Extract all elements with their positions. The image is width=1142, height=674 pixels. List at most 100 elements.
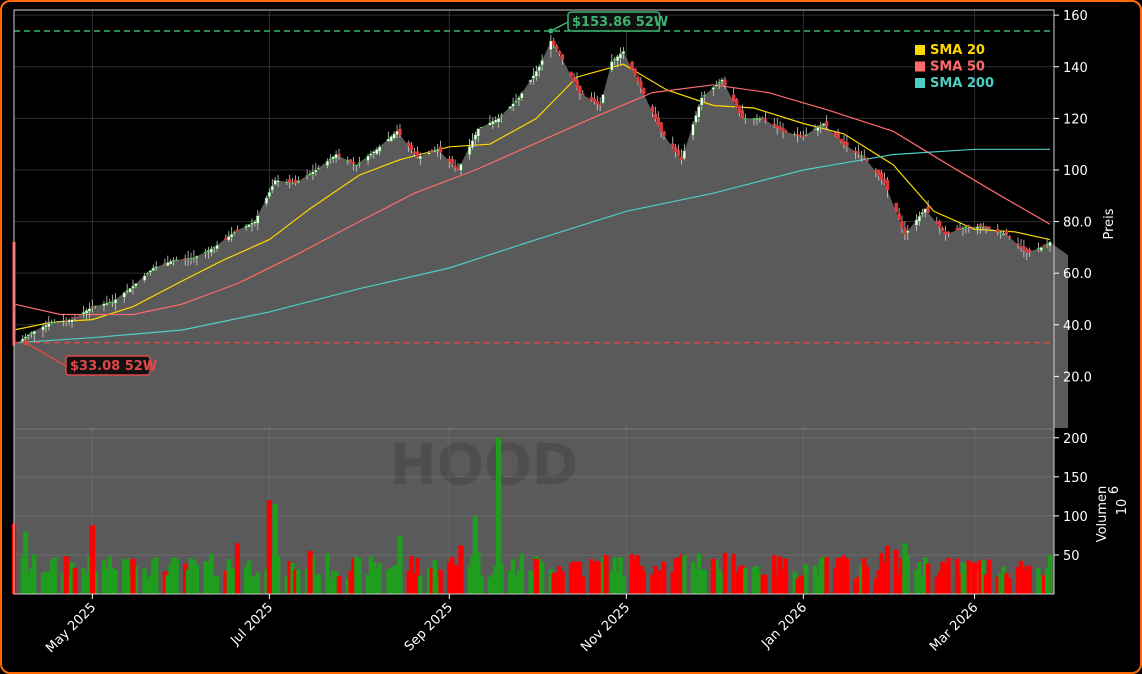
volume-bar (557, 566, 562, 594)
volume-bar (554, 572, 559, 594)
candle-body (865, 158, 869, 162)
volume-bar (328, 578, 333, 594)
volume-bar (801, 575, 806, 594)
candle-body (314, 169, 318, 173)
candle-body (935, 221, 939, 224)
annotation-arrow (550, 21, 569, 32)
volume-bar (743, 567, 748, 594)
candle-body (514, 100, 518, 102)
volume-bar (348, 570, 353, 594)
volume-bar (438, 569, 443, 594)
volume-bar (568, 563, 574, 594)
candle-body (618, 53, 623, 59)
volume-bar (1021, 570, 1027, 594)
candle-body (192, 257, 196, 260)
candle-body (293, 179, 298, 184)
volume-bar (899, 558, 905, 594)
volume-bar (763, 575, 768, 594)
candle-body (676, 149, 681, 156)
volume-bar (792, 571, 797, 594)
volume-bar (1041, 574, 1047, 594)
volume-bar (214, 576, 220, 594)
candle-body (578, 86, 582, 93)
candle-body (273, 179, 277, 185)
volume-bar (429, 568, 435, 594)
candle-body (763, 119, 768, 121)
volume-axis-exponent: 10 (1115, 499, 1130, 516)
volume-bar (670, 572, 675, 594)
candle-body (102, 303, 106, 307)
volume-bar (676, 557, 681, 594)
volume-bar (151, 559, 156, 594)
volume-bar (168, 563, 173, 594)
candle-body (772, 123, 777, 127)
volume-bar (287, 561, 292, 594)
candle-body (598, 103, 602, 106)
candle-body (285, 181, 289, 184)
volume-bar (351, 558, 356, 594)
volume-bar-spike (23, 531, 29, 594)
volume-bar (29, 567, 34, 594)
volume-bar (1001, 566, 1006, 594)
volume-bar (275, 555, 281, 594)
candle-body (1001, 233, 1006, 236)
volume-bar-spike (884, 545, 891, 594)
volume-bar (1039, 575, 1044, 594)
volume-bar (882, 562, 887, 594)
candle-body (975, 226, 980, 229)
candle-body (90, 306, 95, 308)
volume-bar (476, 552, 481, 594)
candle-body (209, 248, 214, 253)
volume-bar (835, 557, 841, 594)
candle-body (833, 132, 837, 136)
volume-bar (418, 575, 423, 594)
candle-body (351, 161, 356, 164)
candle-body (691, 123, 695, 136)
candle-body (151, 267, 155, 272)
candle-body (1007, 236, 1012, 238)
volume-bar (699, 570, 704, 594)
volume-bar (859, 564, 864, 594)
candle-body (534, 70, 539, 77)
high-52w-annotation: $153.86 52W (548, 11, 668, 34)
candle-body (21, 338, 25, 342)
candle-body (369, 153, 373, 156)
candle-body (44, 324, 48, 328)
volume-bar (983, 574, 989, 594)
candle-body (163, 263, 167, 265)
candle-body (877, 169, 881, 176)
candle-body (755, 118, 759, 121)
volume-bar (737, 566, 742, 594)
candle-body (189, 257, 193, 260)
candle-body (792, 133, 797, 136)
candle-body (195, 255, 199, 259)
price-ytick-label: 160 (1063, 9, 1088, 24)
volume-bar (101, 560, 107, 594)
candle-body (447, 158, 451, 162)
volume-bar (49, 560, 54, 594)
candle-body (488, 122, 492, 126)
volume-bar (580, 576, 585, 594)
candle-body (781, 128, 785, 132)
volume-bar (597, 562, 603, 594)
candle-body (731, 94, 736, 103)
candle-body (64, 319, 68, 322)
candle-body (415, 151, 420, 158)
candle-body (494, 119, 498, 123)
volume-bar (957, 573, 963, 594)
volume-bar (66, 575, 72, 594)
candle-body (113, 299, 118, 304)
volume-bar (510, 559, 516, 594)
candle-body (549, 40, 553, 51)
volume-bar (673, 558, 678, 594)
candle-body (961, 227, 965, 230)
volume-bar-spike (841, 562, 847, 594)
candle-body (61, 320, 66, 323)
candle-body (206, 250, 211, 253)
volume-bar (232, 569, 237, 594)
volume-bar (638, 566, 644, 594)
candle-body (1045, 243, 1049, 246)
candle-body (816, 126, 820, 132)
candle-body (734, 99, 739, 108)
candle-body (859, 154, 864, 157)
